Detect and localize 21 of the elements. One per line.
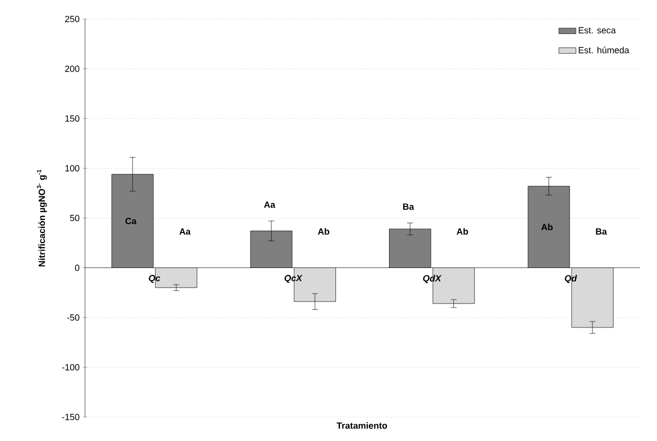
legend-label: Est. seca (578, 27, 616, 34)
y-tick-label: 50 (70, 214, 80, 222)
y-tick-label: -150 (62, 414, 80, 420)
annotation: Ba (596, 228, 607, 235)
legend-label: Est. húmeda (578, 46, 630, 54)
annotation: Ab (541, 224, 553, 230)
x-axis-title: Tratamiento (336, 422, 388, 429)
y-tick-label: -100 (62, 364, 80, 370)
y-axis-title: Nitrificación µgNO$^{3-}$ g$^{-1}$ (36, 170, 47, 266)
annotation: Ab (318, 228, 330, 235)
annotation: Aa (264, 202, 276, 208)
y-tick-label: 0 (75, 264, 80, 271)
y-tick-label: 100 (65, 165, 80, 172)
annotation: Ab (456, 228, 468, 235)
y-tick-label: 250 (65, 16, 80, 22)
annotation: Aa (179, 228, 191, 235)
y-tick-label: 200 (65, 66, 80, 72)
y-tick-label: -50 (67, 314, 80, 321)
annotation: Ba (403, 204, 414, 210)
y-tick-label: 150 (65, 115, 80, 122)
annotation: Ca (125, 218, 137, 224)
